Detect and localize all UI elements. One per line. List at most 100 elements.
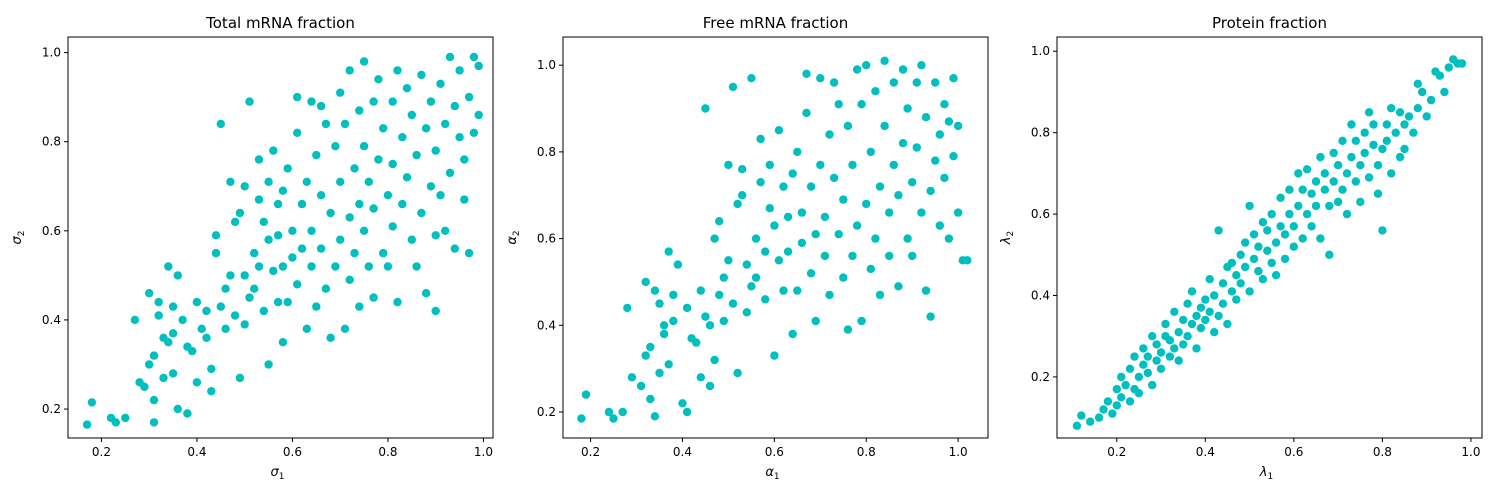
data-point [577,414,586,423]
data-point [733,368,742,378]
data-point [650,286,660,295]
data-point [862,60,871,70]
data-point [379,248,388,258]
data-point [751,234,761,243]
x-tick-label: 0.6 [283,445,302,459]
data-point [949,74,958,83]
data-point [307,262,316,271]
y-axis-label: α2 [505,230,522,244]
data-point [738,191,747,200]
data-point [834,230,843,239]
data-point [278,262,288,271]
data-point [1311,201,1321,211]
data-point [273,297,283,307]
data-point [742,260,751,269]
data-point [164,262,173,271]
data-point [953,121,963,131]
y-tick-label: 0.2 [537,405,556,419]
data-point [1232,295,1241,304]
x-axis-subscript: 1 [1267,472,1273,482]
data-point [1077,411,1086,420]
data-point [359,226,369,235]
data-point [350,248,359,258]
data-point [1285,209,1294,219]
data-point [450,244,459,253]
data-point [1112,401,1122,410]
plot-frame [562,36,989,439]
data-point [250,248,259,258]
data-point [894,191,903,200]
data-point [264,235,273,244]
data-point [426,182,436,191]
data-point [1125,364,1135,373]
data-point [1174,356,1183,365]
data-point [1210,328,1219,337]
data-point [374,75,383,84]
data-point [1311,177,1321,186]
data-point [460,155,469,164]
data-point [839,273,848,282]
data-point [235,373,245,383]
data-point [940,100,949,109]
data-point [402,173,412,182]
data-point [646,394,655,404]
data-point [848,160,857,170]
data-point [1320,169,1330,178]
data-point [682,303,692,313]
data-point [1254,266,1263,276]
data-point [1125,397,1135,406]
data-point [1316,234,1325,243]
data-point [1280,254,1290,264]
data-point [1320,185,1330,194]
data-point [1192,311,1201,321]
data-point [1364,108,1374,117]
data-point [1360,148,1369,158]
data-point [1378,144,1387,154]
data-point [761,247,770,256]
data-point [1409,128,1418,137]
data-point [445,168,455,178]
data-point [216,119,225,129]
data-point [316,101,326,111]
data-point [931,78,940,87]
data-point [1289,242,1299,251]
data-point [364,177,373,186]
data-point [1187,319,1197,329]
x-axis-subscript: 1 [774,472,780,482]
data-point [751,273,761,282]
data-point [738,165,747,174]
data-point [297,244,307,253]
data-point [866,264,875,274]
data-point [1329,177,1338,186]
data-point [445,52,455,62]
x-tick-label: 0.4 [1196,445,1215,459]
data-point [269,146,278,155]
data-point [669,290,678,300]
data-point [889,160,898,170]
data-point [963,256,972,265]
data-point [1289,222,1299,231]
data-point [393,66,402,75]
data-point [283,164,292,173]
y-axis-label: λ2 [999,231,1016,245]
data-point [230,217,240,227]
data-point [949,152,958,161]
data-point [1094,413,1104,422]
data-point [240,271,249,280]
data-point [230,311,240,320]
data-point [221,284,230,293]
y-axis-label: σ2 [10,231,27,245]
data-point [1148,380,1157,390]
data-point [1196,323,1206,333]
data-point [1258,218,1268,227]
data-point [1201,315,1210,325]
data-point [383,191,393,200]
data-point [1391,128,1400,137]
data-point [431,146,440,155]
data-point [756,134,765,144]
data-point [1400,120,1409,129]
x-tick-label: 1.0 [949,445,968,459]
data-point [1426,95,1436,105]
data-point [1395,152,1405,162]
